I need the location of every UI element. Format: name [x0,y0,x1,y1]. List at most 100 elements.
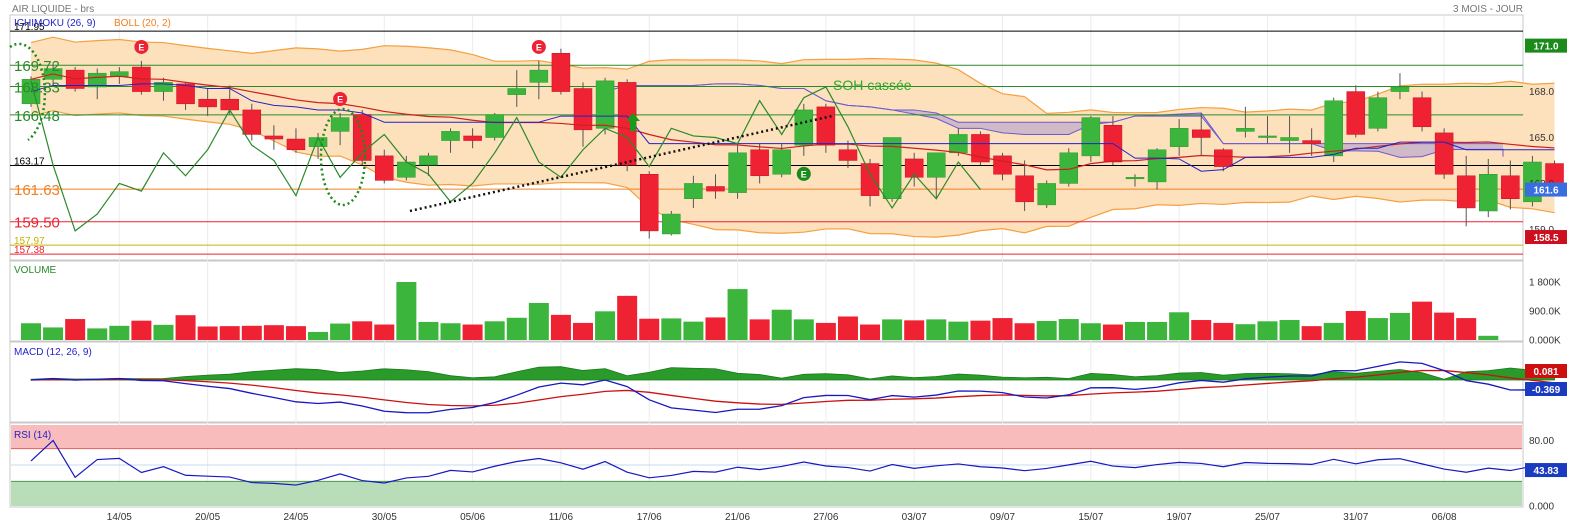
price-tag-2: 158.5 [1533,233,1558,244]
volume-bar-07/06 [506,317,527,340]
bollinger-band-fill [31,37,1555,238]
rsi-overbought-band [11,425,1522,449]
candle-27/06 [816,106,836,146]
candle-07/06 [507,88,527,95]
volume-bar-11/06 [550,314,571,340]
x-tick-label: 17/06 [637,512,662,523]
candle-28/05 [330,117,350,132]
volume-bar-05/08 [1412,301,1433,340]
x-tick-label: 31/07 [1343,512,1368,523]
volume-bar-13/06 [595,311,616,340]
bollinger-lower-line [30,110,1555,238]
volume-bar-04/06 [440,323,461,340]
candle-25/06 [772,149,791,175]
candle-09/07 [993,155,1012,175]
volume-bar-23/05 [263,325,284,340]
volume-bar-01/08 [1367,318,1388,340]
volume-bar-16/05 [153,324,174,340]
candle-20/05 [198,98,217,108]
bollinger-middle-line [30,73,1555,171]
volume-bar-15/07 [1080,323,1101,340]
candle-23/07 [1214,149,1233,167]
volume-bar-03/07 [904,320,925,340]
ichimoku-label: ICHIMOKU (26, 9) [14,18,96,29]
x-tick-label: 24/05 [283,512,308,523]
event-marker-icon [333,92,348,106]
volume-bar-11/07 [1036,320,1057,340]
volume-bar-05/07 [948,321,969,340]
volume-bar-02/07 [882,319,903,340]
volume-bar-22/05 [241,325,262,340]
candle-01/07 [860,163,880,196]
volume-bar-26/06 [793,319,814,340]
x-tick-label: 19/07 [1167,512,1192,523]
candle-04/06 [441,131,460,141]
candle-08/08 [1479,174,1498,212]
volume-bar-20/05 [197,326,218,340]
price-tag-0: 171.0 [1533,42,1558,53]
candle-06/08 [1434,132,1454,175]
volume-bar-10/07 [1014,323,1035,340]
candle-30/05 [375,155,394,181]
hline-label-7: 157.97 [14,236,45,247]
candle-02/08 [1390,86,1410,92]
candle-19/07 [1169,128,1189,147]
candle-29/07 [1302,140,1321,144]
candle-22/07 [1191,129,1211,138]
volume-bar-18/06 [661,318,682,340]
hline-label-5: 161.63 [14,182,60,199]
candle-04/07 [927,152,946,178]
volume-bar-23/07 [1213,322,1234,340]
candle-21/05 [220,98,239,111]
volume-bar-14/05 [109,325,130,340]
x-tick-label: 27/06 [813,512,838,523]
x-tick-label: 09/07 [990,512,1015,523]
macd-tag-0: 0.081 [1533,367,1558,378]
volume-bar-10/06 [528,302,549,340]
volume-tick-label: 0.000K [1529,336,1561,347]
volume-bar-19/07 [1169,312,1190,340]
volume-bar-13/05 [87,328,108,340]
candle-undefined [1501,175,1520,199]
candle-10/06 [529,69,549,83]
price-tick-label: 168.0 [1529,87,1554,98]
volume-bar-27/05 [308,331,329,340]
candle-07/08 [1456,175,1476,209]
volume-panel-frame [9,260,1524,342]
volume-bar-15/05 [131,320,152,340]
candle-22/05 [242,109,262,135]
candle-16/05 [154,82,173,92]
macd-histogram [30,366,1555,381]
candle-02/07 [882,137,902,199]
candle-14/05 [110,71,129,77]
candle-31/05 [397,161,416,178]
volume-bar-28/05 [330,323,351,340]
macd-tag-0-bg [1525,364,1567,378]
hline-label-1: 169.72 [14,58,60,75]
candle-24/06 [750,149,769,177]
event-marker-icon [531,39,546,54]
candle-08/07 [971,134,990,163]
candle-21/06 [728,152,747,193]
volume-bar-08/08 [1478,335,1499,340]
x-tick-label: 14/05 [107,512,132,523]
ichimoku-cloud [605,83,1503,158]
event-marker-label: E [536,42,542,52]
hline-label-3: 166.48 [14,108,60,125]
event-marker-label: E [138,42,144,52]
candle-17/06 [639,174,659,232]
volume-bar-03/06 [418,321,439,340]
volume-bar-09/07 [992,318,1013,340]
x-tick-label: 15/07 [1078,512,1103,523]
volume-bar-21/05 [219,326,240,340]
bollinger-upper-line [30,36,1555,114]
macd-tag-1: -0.369 [1532,385,1561,396]
volume-bar-19/06 [683,321,704,340]
candle-01/08 [1368,97,1388,129]
boll-label: BOLL (20, 2) [114,18,171,29]
candle-26/06 [794,109,814,146]
volume-bar-07/08 [1456,318,1477,340]
volume-bar-02/08 [1389,312,1410,340]
candle-11/06 [551,53,571,92]
volume-bar-08/07 [970,320,991,340]
